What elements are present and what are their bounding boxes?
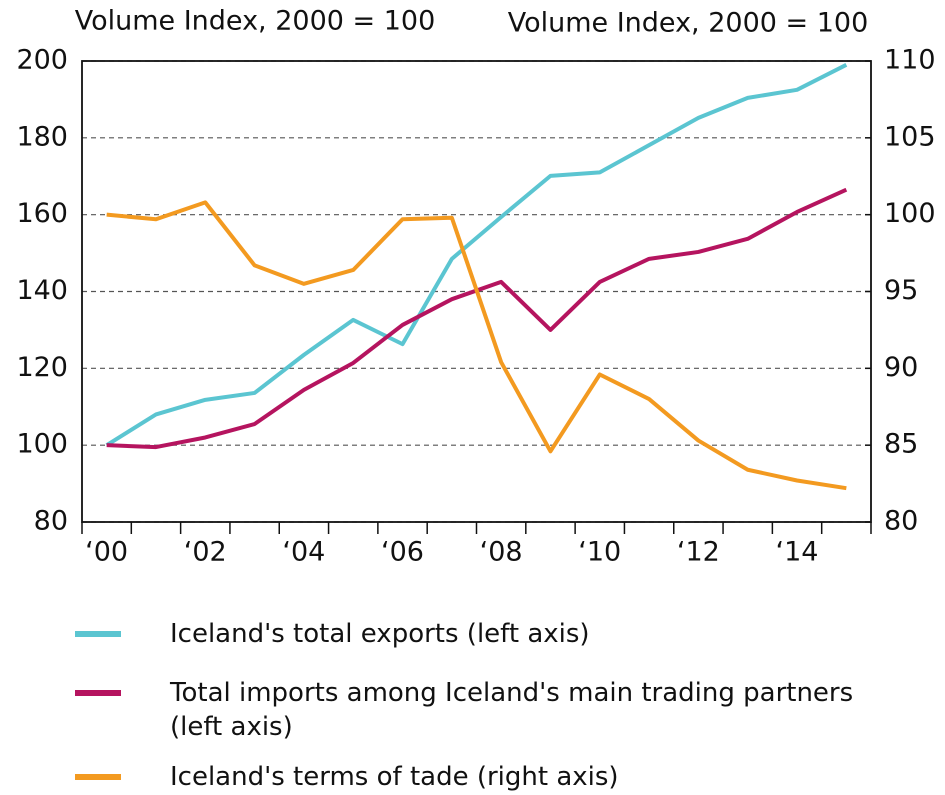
y-tick-label: 80 (34, 506, 68, 537)
y2-tick-label: 80 (884, 506, 918, 537)
series-line (105, 63, 848, 447)
y2-tick-label: 105 (884, 121, 936, 152)
y2-tick-label: 110 (884, 45, 936, 76)
y-tick-label: 140 (16, 275, 68, 306)
y-axis-title: Volume Index, 2000 = 100 (75, 6, 436, 37)
y-tick-label: 160 (16, 198, 68, 229)
legend-swatch (75, 774, 121, 780)
x-tick-label: ‘14 (776, 537, 819, 568)
y-tick-label: 120 (16, 352, 68, 383)
legend-swatch (75, 690, 121, 696)
y2-tick-label: 100 (884, 198, 936, 229)
chart: Volume Index, 2000 = 100 Volume Index, 2… (16, 6, 936, 568)
y2-tick-label: 90 (884, 352, 918, 383)
x-tick-label: ‘04 (282, 537, 325, 568)
x-tick-label: ‘10 (578, 537, 621, 568)
series-line (106, 200, 847, 491)
legend-label: Iceland's total exports (left axis) (170, 619, 590, 649)
x-tick-label: ‘12 (677, 537, 720, 568)
x-tick-label: ‘06 (381, 537, 424, 568)
y2-tick-label: 95 (884, 275, 918, 306)
y-tick-label: 100 (16, 429, 68, 460)
y-tick-label: 200 (16, 45, 68, 76)
x-tick-label: ‘02 (184, 537, 227, 568)
legend-label: Total imports among Iceland's main tradi… (170, 678, 854, 742)
y-tick-label: 180 (16, 121, 68, 152)
x-tick-label: ‘08 (480, 537, 523, 568)
x-tick-label: ‘00 (85, 537, 128, 568)
y2-axis-title: Volume Index, 2000 = 100 (508, 8, 869, 39)
series-line (106, 187, 848, 450)
legend-label: Iceland's terms of tade (right axis) (170, 762, 619, 792)
y2-tick-label: 85 (884, 429, 918, 460)
legend-swatch (75, 631, 121, 637)
